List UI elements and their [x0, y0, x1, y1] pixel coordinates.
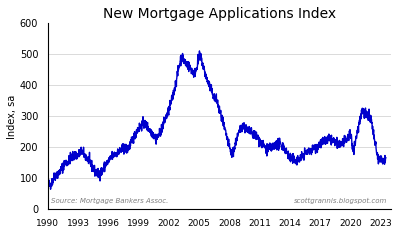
Text: Source: Mortgage Bankers Assoc.: Source: Mortgage Bankers Assoc.	[51, 198, 169, 204]
Text: scottgrannis.blogspot.com: scottgrannis.blogspot.com	[294, 198, 387, 204]
Title: New Mortgage Applications Index: New Mortgage Applications Index	[103, 7, 336, 21]
Y-axis label: Index, sa: Index, sa	[7, 94, 17, 139]
